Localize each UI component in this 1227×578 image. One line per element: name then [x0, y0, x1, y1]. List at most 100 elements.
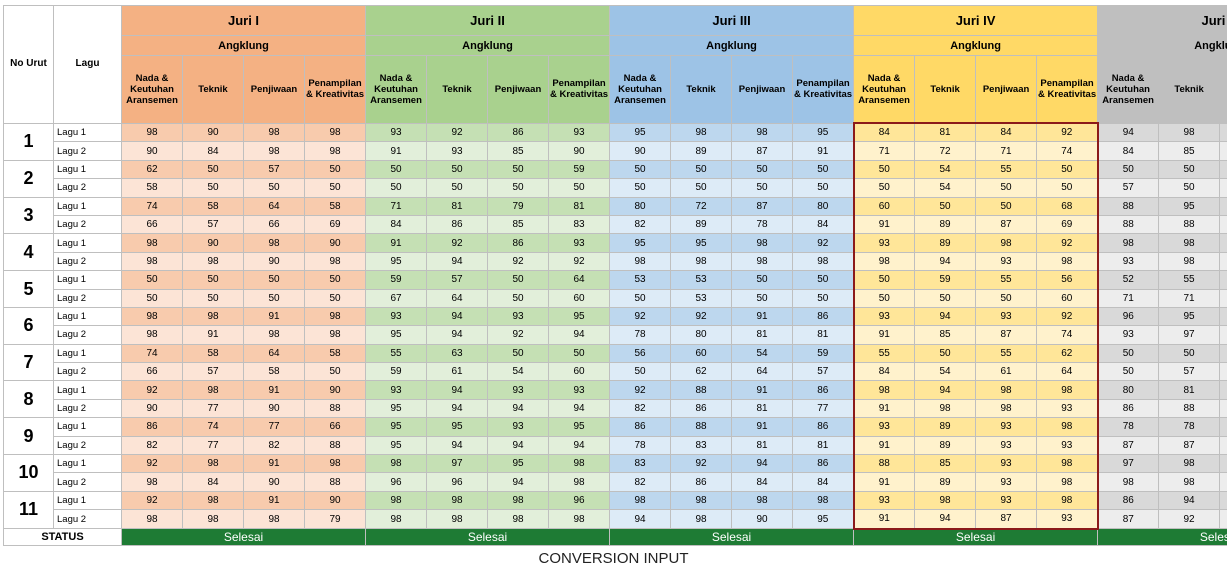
score-cell: 90: [182, 122, 244, 143]
score-cell: 78: [1097, 417, 1160, 437]
score-cell: 90: [182, 233, 244, 253]
score-cell: [1219, 362, 1227, 382]
entry-number: 8: [3, 380, 54, 419]
score-cell: 57: [792, 362, 855, 382]
score-cell: 93: [975, 435, 1038, 456]
score-cell: 50: [182, 270, 244, 290]
data-row: 8 Lagu 1 92 98 91 90 93 94 93 93 92 88 91 86 98 94 98 98 8…: [3, 380, 1227, 419]
score-cell: 98: [670, 490, 733, 511]
score-cell: 50: [1097, 159, 1160, 180]
data-row: Lagu 2 90 84 98 98 91 93 85 90 90 89 87 91 71 72 71 74 84…: [4, 141, 1227, 161]
score-cell: 93: [852, 233, 916, 253]
data-row: Lagu 2 82 77 82 88 95 94 94 94 78 83 81 81 91 89 93 93 87…: [4, 435, 1227, 456]
score-cell: 56: [609, 343, 672, 364]
score-cell: 98: [303, 454, 367, 474]
score-cell: 50: [914, 343, 977, 364]
score-cell: [1219, 306, 1227, 327]
song-name: Lagu 2: [53, 472, 122, 492]
song-name: Lagu 2: [53, 325, 122, 345]
score-cell: 93: [487, 417, 550, 437]
score-cell: [1219, 325, 1227, 345]
data-row: Lagu 2 66 57 58 50 59 61 54 60 50 62 64 57 84 54 61 64 50…: [4, 362, 1227, 382]
score-cell: 50: [852, 288, 916, 308]
score-cell: 84: [852, 362, 916, 382]
song-name: Lagu 1: [53, 196, 122, 216]
score-cell: 50: [609, 159, 672, 180]
score-cell: [1219, 270, 1227, 290]
song-name: Lagu 2: [53, 141, 122, 161]
score-cell: 86: [487, 233, 550, 253]
song-name: Lagu 1: [53, 343, 122, 364]
score-cell: 87: [975, 214, 1038, 235]
score-cell: 98: [182, 380, 244, 400]
score-cell: 54: [487, 362, 550, 382]
score-cell: 57: [243, 159, 305, 180]
score-cell: 91: [243, 454, 305, 474]
score-cell: 86: [487, 122, 550, 143]
score-cell: 91: [852, 435, 916, 456]
score-cell: [1219, 343, 1227, 364]
criterion-header: Penampilan & Kreativitas: [792, 55, 855, 124]
score-cell: [1219, 122, 1227, 143]
score-cell: 60: [548, 362, 611, 382]
header-row: Nada & Keutuhan Aransemen Teknik Penjiwaan…: [4, 55, 1227, 124]
entry-number: 3: [3, 196, 54, 235]
score-cell: 88: [1158, 214, 1221, 235]
score-cell: 71: [365, 196, 428, 216]
score-cell: 55: [975, 159, 1038, 180]
score-cell: 62: [1036, 343, 1099, 364]
score-cell: 60: [548, 288, 611, 308]
instrument-header: Angklung: [365, 35, 611, 56]
score-cell: 50: [426, 178, 489, 198]
score-cell: 86: [792, 306, 855, 327]
score-cell: 60: [1036, 288, 1099, 308]
score-cell: 91: [852, 214, 916, 235]
score-cell: 93: [365, 380, 428, 400]
score-cell: 98: [121, 233, 183, 253]
data-row: 6 Lagu 1 98 98 91 98 93 94 93 95 92 92 91 86 93 94 93 92 9…: [3, 306, 1227, 345]
score-cell: 84: [792, 214, 855, 235]
score-cell: 85: [1158, 141, 1221, 161]
score-cell: 87: [731, 141, 794, 161]
score-cell: 98: [121, 122, 183, 143]
score-cell: 90: [243, 472, 305, 492]
score-cell: 80: [609, 196, 672, 216]
score-cell: 90: [121, 141, 183, 161]
score-cell: 74: [121, 343, 183, 364]
score-cell: 50: [1097, 343, 1160, 364]
song-name: Lagu 2: [53, 214, 122, 235]
score-cell: 82: [243, 435, 305, 456]
score-cell: 91: [365, 141, 428, 161]
score-cell: 89: [670, 214, 733, 235]
score-cell: 83: [670, 435, 733, 456]
criterion-header: Teknik: [670, 55, 733, 124]
score-cell: 87: [1158, 435, 1221, 456]
score-cell: 92: [121, 490, 183, 511]
score-cell: 92: [670, 306, 733, 327]
score-cell: 71: [1158, 288, 1221, 308]
score-cell: 50: [792, 270, 855, 290]
score-cell: [1219, 472, 1227, 492]
score-cell: 98: [609, 490, 672, 511]
score-cell: 81: [914, 122, 977, 143]
score-cell: 95: [426, 417, 489, 437]
score-cell: 91: [731, 306, 794, 327]
score-cell: 68: [1036, 196, 1099, 216]
score-cell: 98: [548, 472, 611, 492]
score-cell: 88: [1158, 398, 1221, 419]
score-cell: 94: [548, 435, 611, 456]
criterion-header: Nada & Keutuhan Aransemen: [365, 55, 428, 124]
score-cell: 93: [1036, 398, 1099, 419]
score-cell: 50: [548, 178, 611, 198]
score-cell: 92: [609, 306, 672, 327]
score-cell: [1219, 178, 1227, 198]
score-cell: 50: [303, 270, 367, 290]
score-cell: 61: [426, 362, 489, 382]
entry-number: 10: [3, 454, 54, 492]
score-cell: 85: [914, 454, 977, 474]
score-cell: [1219, 251, 1227, 272]
score-cell: 88: [670, 380, 733, 400]
criterion-header: Teknik: [182, 55, 244, 124]
criterion-header: Nada & Keutuhan Aransemen: [853, 55, 916, 124]
score-cell: 77: [182, 435, 244, 456]
